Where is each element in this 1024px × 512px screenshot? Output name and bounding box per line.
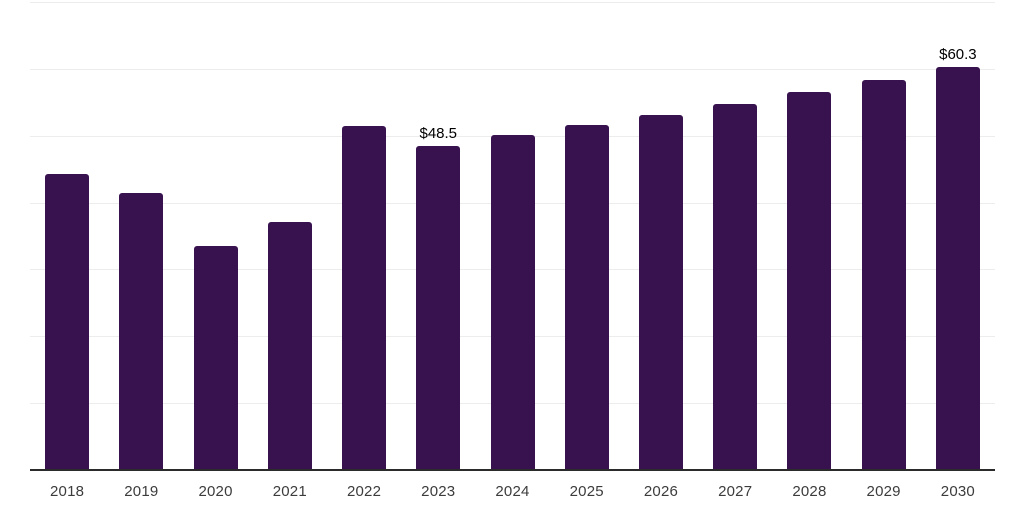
x-tick-2020: 2020 <box>198 483 233 500</box>
x-tick-2030: 2030 <box>940 483 975 500</box>
bar-2023 <box>416 145 461 470</box>
bar-2020 <box>193 246 238 470</box>
x-tick-2028: 2028 <box>792 483 827 500</box>
x-tick-2026: 2026 <box>643 483 679 500</box>
x-axis-line <box>30 469 995 471</box>
x-tick-2019: 2019 <box>124 483 159 500</box>
x-tick-2022: 2022 <box>346 483 382 500</box>
x-tick-2027: 2027 <box>718 483 753 500</box>
bar-2029 <box>861 79 906 470</box>
x-tick-2021: 2021 <box>272 483 307 500</box>
x-tick-2023: 2023 <box>421 483 456 500</box>
gridline-70 <box>30 2 995 3</box>
bar-2027 <box>713 103 758 470</box>
bar-2030 <box>935 66 980 470</box>
x-tick-2025: 2025 <box>569 483 604 500</box>
bar-2026 <box>638 114 683 470</box>
bar-2019 <box>119 192 164 470</box>
value-label-2030: $60.3 <box>939 45 977 63</box>
bar-2021 <box>267 221 312 470</box>
bar-2028 <box>787 92 832 470</box>
bar-2022 <box>342 126 387 470</box>
x-tick-2029: 2029 <box>866 483 901 500</box>
x-tick-2018: 2018 <box>50 483 85 500</box>
value-label-2023: $48.5 <box>419 124 458 142</box>
bar-2018 <box>45 173 90 470</box>
gridline-60 <box>30 69 995 70</box>
bar-2024 <box>490 135 535 470</box>
bar-2025 <box>564 125 609 470</box>
x-tick-2024: 2024 <box>495 483 530 500</box>
